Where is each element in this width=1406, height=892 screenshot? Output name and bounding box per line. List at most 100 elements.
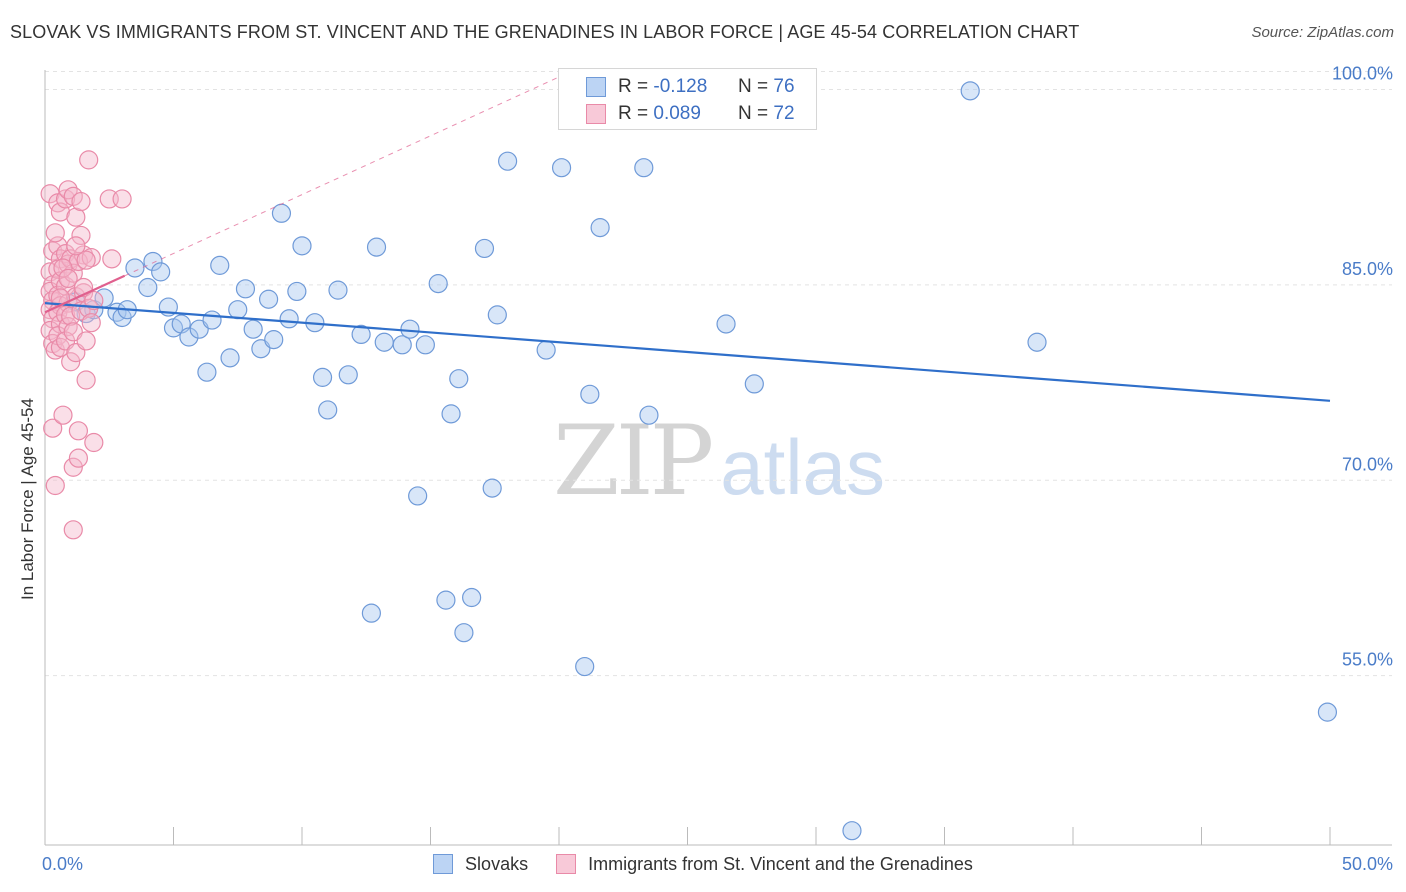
source-label: Source: ZipAtlas.com bbox=[1251, 24, 1394, 41]
immigrant-point bbox=[43, 418, 63, 438]
immigrant-point bbox=[81, 247, 101, 268]
immigrant-point bbox=[61, 306, 81, 326]
x-tick-label: 50.0% bbox=[1342, 854, 1393, 874]
legend-r-label: R = bbox=[618, 103, 649, 124]
legend-swatch-pink bbox=[556, 854, 577, 874]
slovak-point bbox=[220, 348, 240, 368]
slovak-point bbox=[312, 367, 333, 387]
slovak-point bbox=[590, 218, 610, 238]
slovak-point bbox=[179, 327, 199, 347]
slovak-point bbox=[366, 237, 387, 257]
slovak-point bbox=[328, 280, 348, 300]
legend-item-slovaks: Slovaks bbox=[433, 854, 528, 875]
slovak-point bbox=[151, 262, 171, 282]
immigrant-trend-extension bbox=[124, 71, 570, 277]
watermark: ZIP atlas bbox=[553, 405, 885, 517]
immigrant-point bbox=[71, 191, 91, 212]
legend-n-value: 76 bbox=[773, 76, 795, 97]
legend-label-immigrants: Immigrants from St. Vincent and the Gren… bbox=[588, 853, 973, 874]
slovak-point bbox=[235, 279, 256, 299]
slovak-point bbox=[482, 478, 502, 498]
legend-swatch-pink bbox=[586, 104, 606, 124]
slovak-point bbox=[639, 405, 659, 425]
slovak-point bbox=[125, 258, 145, 278]
immigrant-point bbox=[63, 520, 83, 540]
immigrant-point bbox=[50, 337, 71, 358]
y-tick-label: 85.0% bbox=[1342, 259, 1393, 279]
watermark-zip: ZIP bbox=[553, 405, 714, 517]
immigrant-point bbox=[63, 263, 83, 283]
immigrant-point bbox=[45, 475, 65, 496]
slovak-point bbox=[202, 310, 222, 330]
slovak-point bbox=[287, 281, 307, 302]
slovak-point bbox=[243, 319, 263, 339]
y-tick-label: 55.0% bbox=[1342, 650, 1393, 670]
slovak-point bbox=[271, 203, 292, 223]
slovak-point bbox=[575, 656, 595, 677]
immigrant-trend-line bbox=[44, 274, 126, 314]
axis-layer bbox=[44, 70, 1392, 846]
slovak-point bbox=[449, 369, 469, 389]
slovak-point bbox=[744, 374, 764, 394]
immigrant-point bbox=[102, 249, 122, 269]
points-layer bbox=[40, 78, 1338, 841]
immigrant-point bbox=[58, 180, 78, 200]
slovak-point bbox=[408, 486, 428, 506]
slovak-point bbox=[228, 300, 248, 320]
immigrant-point bbox=[84, 432, 104, 453]
legend-label-slovaks: Slovaks bbox=[465, 853, 529, 874]
slovak-point bbox=[292, 236, 312, 256]
slovak-point bbox=[454, 623, 474, 643]
immigrant-point bbox=[66, 207, 86, 227]
immigrant-point bbox=[112, 189, 132, 209]
slovak-point bbox=[279, 309, 299, 329]
immigrant-point bbox=[68, 421, 89, 441]
immigrant-point bbox=[61, 352, 81, 372]
slovak-trend-line bbox=[44, 302, 1331, 402]
slovak-point bbox=[1317, 702, 1338, 722]
slovak-point bbox=[143, 251, 163, 272]
label-layer: 55.0% 70.0% 85.0% 100.0% 0.0% 50.0% bbox=[42, 64, 1393, 874]
slovak-point bbox=[487, 305, 507, 325]
immigrant-point bbox=[76, 370, 96, 390]
slovak-point bbox=[264, 330, 284, 350]
slovak-point bbox=[551, 158, 572, 178]
slovak-point bbox=[400, 319, 420, 339]
slovak-point bbox=[441, 404, 461, 424]
slovak-point bbox=[436, 590, 456, 610]
legend-swatch-blue bbox=[586, 77, 606, 97]
slovak-point bbox=[462, 587, 482, 608]
slovak-point bbox=[210, 255, 230, 275]
immigrant-point bbox=[71, 225, 91, 246]
immigrant-point bbox=[68, 448, 89, 468]
slovak-point bbox=[716, 314, 736, 334]
trend-layer bbox=[44, 71, 1331, 402]
slovak-point bbox=[374, 332, 394, 352]
correlation-legend: R = -0.128 N = 76 R = 0.089 N = 72 bbox=[558, 68, 817, 130]
legend-item-immigrants: Immigrants from St. Vincent and the Gren… bbox=[556, 854, 973, 875]
immigrant-point bbox=[76, 250, 96, 270]
slovak-point bbox=[498, 151, 518, 171]
legend-r-value: 0.089 bbox=[653, 103, 701, 124]
immigrant-point bbox=[45, 223, 65, 243]
immigrant-point bbox=[66, 236, 86, 256]
immigrant-point bbox=[76, 331, 96, 351]
slovak-point bbox=[634, 158, 654, 178]
immigrant-point bbox=[81, 313, 101, 333]
slovak-point bbox=[1027, 332, 1047, 352]
immigrant-point bbox=[79, 150, 99, 170]
immigrant-point bbox=[84, 290, 104, 311]
legend-swatch-blue bbox=[433, 854, 454, 874]
slovak-point bbox=[580, 384, 600, 404]
legend-n-label: N = bbox=[738, 103, 769, 124]
legend-n-value: 72 bbox=[773, 103, 795, 124]
slovak-point bbox=[474, 238, 495, 259]
slovak-point bbox=[197, 362, 217, 382]
slovak-point bbox=[428, 274, 448, 294]
series-legend: Slovaks Immigrants from St. Vincent and … bbox=[0, 851, 1406, 877]
chart-title: SLOVAK VS IMMIGRANTS FROM ST. VINCENT AN… bbox=[10, 22, 1080, 42]
grid-layer bbox=[45, 71, 1392, 677]
y-tick-label: 70.0% bbox=[1342, 454, 1393, 474]
legend-r-label: R = bbox=[618, 76, 649, 97]
